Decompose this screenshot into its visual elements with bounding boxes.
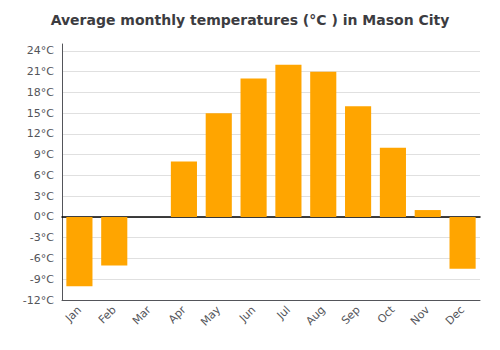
svg-text:6°C: 6°C xyxy=(34,169,54,182)
svg-text:Oct: Oct xyxy=(375,303,398,326)
svg-text:21°C: 21°C xyxy=(27,65,54,78)
svg-text:-3°C: -3°C xyxy=(30,231,54,244)
svg-text:May: May xyxy=(198,303,224,329)
svg-text:Feb: Feb xyxy=(96,303,119,326)
svg-text:-9°C: -9°C xyxy=(30,273,54,286)
svg-text:Jul: Jul xyxy=(274,303,293,322)
svg-text:15°C: 15°C xyxy=(27,107,54,120)
svg-text:Mar: Mar xyxy=(130,303,154,327)
svg-text:Jan: Jan xyxy=(62,303,84,325)
svg-text:Apr: Apr xyxy=(166,303,189,326)
svg-text:Jun: Jun xyxy=(236,303,258,325)
svg-text:18°C: 18°C xyxy=(27,86,54,99)
svg-text:Nov: Nov xyxy=(408,303,433,328)
svg-text:-6°C: -6°C xyxy=(30,252,54,265)
svg-text:Sep: Sep xyxy=(339,303,363,327)
svg-text:-12°C: -12°C xyxy=(23,294,54,307)
svg-text:24°C: 24°C xyxy=(27,44,54,57)
svg-text:Aug: Aug xyxy=(303,303,327,327)
svg-text:12°C: 12°C xyxy=(27,127,54,140)
svg-text:3°C: 3°C xyxy=(34,190,54,203)
svg-text:Average monthly temperatures (: Average monthly temperatures (°C ) in Ma… xyxy=(51,12,450,28)
svg-text:0°C: 0°C xyxy=(34,210,54,223)
svg-text:Dec: Dec xyxy=(443,303,467,327)
svg-text:9°C: 9°C xyxy=(34,148,54,161)
